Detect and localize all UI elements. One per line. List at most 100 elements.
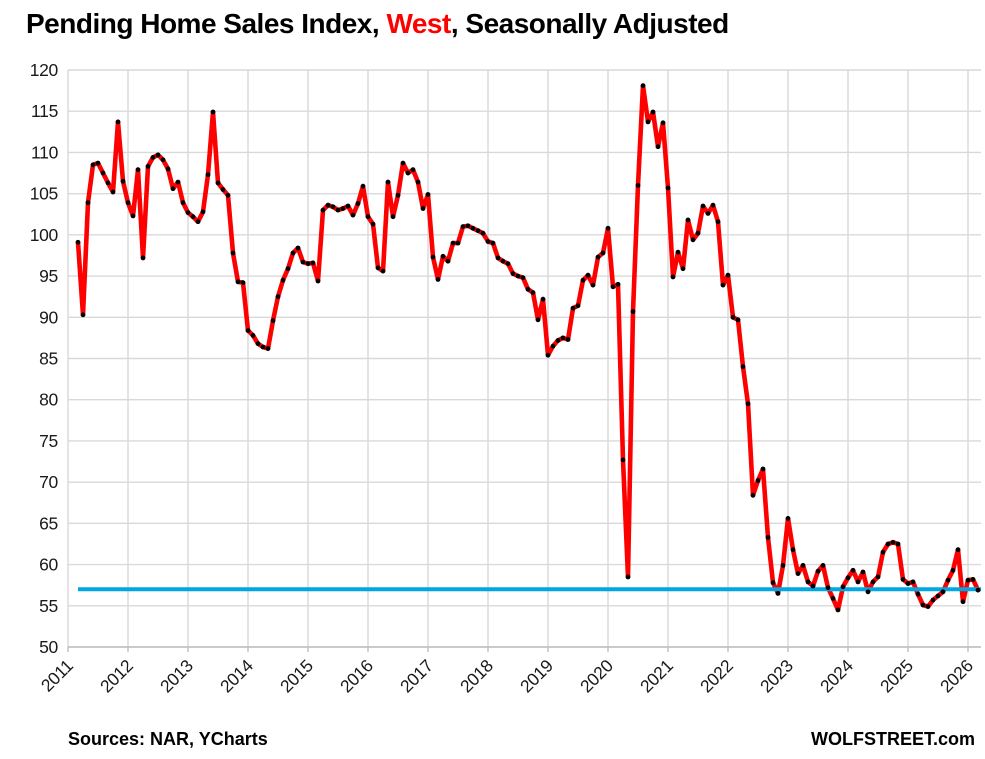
data-point-marker xyxy=(455,240,461,246)
data-point-marker xyxy=(490,240,496,246)
data-point-marker xyxy=(145,164,151,169)
data-point-marker xyxy=(565,337,571,342)
data-point-marker xyxy=(920,602,926,608)
data-point-marker xyxy=(80,312,86,318)
chart-title: Pending Home Sales Index, West, Seasonal… xyxy=(26,8,729,40)
data-point-marker xyxy=(790,547,796,553)
data-point-marker xyxy=(970,577,976,582)
data-point-marker xyxy=(110,189,116,195)
data-point-marker xyxy=(220,187,226,192)
data-point-marker xyxy=(650,109,656,115)
data-point-marker xyxy=(215,180,221,186)
data-point-marker xyxy=(965,577,971,583)
data-point-marker xyxy=(370,221,376,227)
data-point-marker xyxy=(670,274,676,280)
data-point-marker xyxy=(520,275,526,281)
data-point-marker xyxy=(255,341,261,347)
data-point-marker xyxy=(265,346,271,351)
data-point-marker xyxy=(505,261,511,267)
data-point-marker xyxy=(625,574,631,580)
data-point-marker xyxy=(195,219,201,225)
data-point-marker xyxy=(795,571,801,576)
data-point-marker xyxy=(420,206,426,211)
data-point-marker xyxy=(375,265,381,271)
x-tick-label: 2023 xyxy=(756,656,797,697)
data-point-marker xyxy=(165,166,171,172)
data-point-marker xyxy=(555,338,561,343)
data-point-marker xyxy=(150,155,156,160)
data-point-marker xyxy=(245,328,251,333)
data-point-marker xyxy=(440,253,446,259)
data-point-marker xyxy=(865,589,871,595)
data-point-marker xyxy=(415,179,421,185)
data-point-marker xyxy=(350,212,356,218)
data-point-marker xyxy=(770,580,776,586)
data-point-marker xyxy=(175,179,181,185)
data-point-marker xyxy=(635,183,641,188)
y-tick-label: 115 xyxy=(31,101,58,121)
data-point-marker xyxy=(940,589,946,595)
site-branding: WOLFSTREET.com xyxy=(810,729,975,749)
x-tick-label: 2018 xyxy=(456,656,497,697)
data-point-marker xyxy=(760,466,766,472)
y-tick-label: 90 xyxy=(39,307,58,327)
data-point-marker xyxy=(695,230,701,236)
data-point-marker xyxy=(240,280,246,286)
data-point-marker xyxy=(360,183,366,189)
data-point-marker xyxy=(395,192,401,198)
data-point-marker xyxy=(475,228,481,234)
data-point-marker xyxy=(310,260,316,266)
y-tick-label: 85 xyxy=(39,349,58,369)
index-line xyxy=(75,83,981,613)
x-tick-label: 2021 xyxy=(636,656,677,697)
data-point-marker xyxy=(75,239,81,245)
data-point-marker xyxy=(945,577,951,583)
data-point-marker xyxy=(355,201,361,206)
data-point-marker xyxy=(775,591,781,596)
data-point-marker xyxy=(845,575,851,581)
data-point-marker xyxy=(305,261,311,267)
data-point-marker xyxy=(300,259,306,265)
x-tick-label: 2024 xyxy=(816,655,857,696)
data-point-marker xyxy=(710,202,716,208)
data-point-marker xyxy=(725,272,731,278)
data-point-marker xyxy=(470,225,476,231)
data-point-marker xyxy=(345,203,351,209)
data-point-marker xyxy=(430,254,436,260)
data-point-marker xyxy=(500,258,506,264)
data-point-marker xyxy=(190,214,196,220)
data-point-marker xyxy=(185,210,191,216)
data-point-marker xyxy=(665,185,671,191)
data-point-marker xyxy=(610,284,616,290)
data-point-marker xyxy=(295,245,301,251)
x-tick-label: 2013 xyxy=(156,656,197,697)
data-point-marker xyxy=(390,214,396,220)
data-point-marker xyxy=(125,200,131,206)
data-point-marker xyxy=(85,200,91,206)
data-point-marker xyxy=(960,599,966,605)
data-point-marker xyxy=(115,119,121,125)
chart-title-prefix: Pending Home Sales Index, xyxy=(26,8,387,39)
data-point-marker xyxy=(140,255,146,261)
data-point-marker xyxy=(105,180,111,186)
data-point-marker xyxy=(365,214,371,220)
data-point-marker xyxy=(850,567,856,573)
data-point-marker xyxy=(815,568,821,574)
data-point-marker xyxy=(810,583,816,589)
data-point-marker xyxy=(450,240,456,246)
y-tick-label: 105 xyxy=(30,184,58,204)
data-point-marker xyxy=(620,457,626,463)
data-point-marker xyxy=(275,294,281,300)
data-point-marker xyxy=(735,317,741,323)
data-point-marker xyxy=(540,296,546,302)
data-point-marker xyxy=(730,314,736,320)
data-point-marker xyxy=(90,162,96,168)
data-point-marker xyxy=(975,587,981,593)
x-tick-label: 2026 xyxy=(936,656,977,697)
data-point-marker xyxy=(855,579,861,585)
data-point-marker xyxy=(460,224,466,230)
data-point-marker xyxy=(885,541,891,547)
data-point-marker xyxy=(820,563,826,568)
data-point-marker xyxy=(225,192,231,198)
